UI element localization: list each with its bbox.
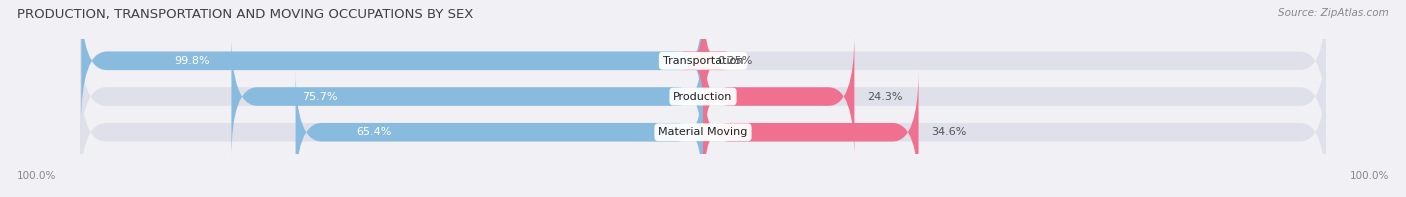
FancyBboxPatch shape xyxy=(232,34,703,159)
Text: 0.25%: 0.25% xyxy=(717,56,752,66)
FancyBboxPatch shape xyxy=(82,0,703,123)
Text: 100.0%: 100.0% xyxy=(1350,171,1389,181)
FancyBboxPatch shape xyxy=(80,0,1326,123)
Text: 99.8%: 99.8% xyxy=(174,56,209,66)
FancyBboxPatch shape xyxy=(80,70,1326,194)
FancyBboxPatch shape xyxy=(80,34,1326,159)
Text: 65.4%: 65.4% xyxy=(357,127,392,137)
Text: 24.3%: 24.3% xyxy=(868,92,903,101)
Text: 34.6%: 34.6% xyxy=(932,127,967,137)
Text: PRODUCTION, TRANSPORTATION AND MOVING OCCUPATIONS BY SEX: PRODUCTION, TRANSPORTATION AND MOVING OC… xyxy=(17,8,474,21)
Text: 75.7%: 75.7% xyxy=(302,92,337,101)
FancyBboxPatch shape xyxy=(703,70,918,194)
FancyBboxPatch shape xyxy=(679,0,728,123)
Text: Transportation: Transportation xyxy=(662,56,744,66)
Text: Source: ZipAtlas.com: Source: ZipAtlas.com xyxy=(1278,8,1389,18)
Text: Production: Production xyxy=(673,92,733,101)
FancyBboxPatch shape xyxy=(703,34,855,159)
Text: 100.0%: 100.0% xyxy=(17,171,56,181)
FancyBboxPatch shape xyxy=(295,70,703,194)
Text: Material Moving: Material Moving xyxy=(658,127,748,137)
